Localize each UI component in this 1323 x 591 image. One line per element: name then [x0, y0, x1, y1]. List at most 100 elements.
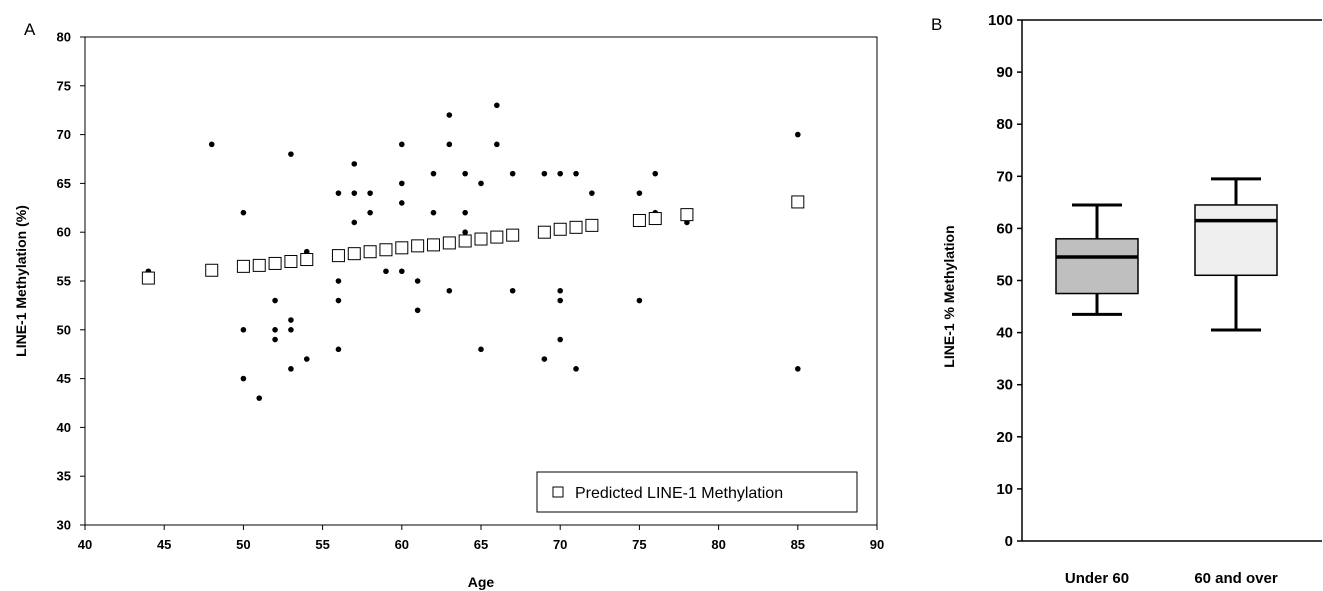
panel-a-observed-point [399, 180, 405, 187]
panel-a-x-tick-label: 45 [157, 537, 171, 552]
panel-a-observed-point [446, 287, 453, 294]
panel-a-predicted-point [379, 243, 393, 257]
panel-b-label: B [931, 15, 942, 34]
panel-b-y-tick-label: 40 [996, 325, 1013, 342]
panel-b-y-tick-label: 20 [996, 429, 1013, 446]
panel-a-observed-point [367, 190, 373, 196]
panel-a-observed-point [573, 170, 579, 177]
panel-a-observed-point [240, 327, 247, 333]
panel-a-predicted-point [426, 238, 440, 252]
panel-a-observed-point [288, 317, 294, 323]
panel-a-predicted-point [442, 236, 456, 250]
panel-a-predicted-point [490, 230, 504, 244]
panel-a-observed-point [541, 356, 548, 362]
panel-b-y-tick-label: 30 [996, 377, 1013, 394]
panel-a-predicted-point [252, 258, 266, 272]
panel-a-observed-point [399, 141, 405, 148]
panel-a-predicted-point [553, 222, 567, 236]
panel-a-plot-frame [84, 36, 878, 526]
panel-b-y-tick-label: 90 [996, 64, 1013, 81]
panel-a-observed-point [335, 297, 342, 304]
panel-a-y-tick-label: 35 [57, 469, 71, 484]
panel-a-predicted-point [680, 208, 694, 222]
panel-a-observed-point [272, 327, 278, 333]
panel-a-predicted-point [141, 271, 155, 285]
panel-a-observed-point [240, 209, 247, 216]
panel-a-y-tick-label: 30 [57, 518, 71, 533]
panel-a-observed-point [573, 366, 579, 372]
panel-a-x-tick-label: 50 [236, 537, 250, 552]
panel-b-y-tick-label: 0 [1005, 533, 1013, 550]
panel-a-observed-point [430, 209, 437, 216]
panel-b-y-tick-label: 80 [996, 116, 1013, 133]
panel-a-observed-point [399, 200, 405, 206]
panel-a-observed-point [367, 209, 373, 216]
panel-a-predicted-point [331, 249, 345, 263]
panel-a-observed-point [494, 141, 500, 148]
panel-a-observed-point [351, 219, 358, 226]
panel-a-observed-point [303, 356, 310, 362]
panel-a-y-tick-label: 55 [57, 274, 71, 289]
panel-a-observed-point [240, 375, 247, 382]
panel-a-observed-point [636, 297, 643, 304]
panel-a-observed-point [399, 268, 405, 275]
panel-a-predicted-point [363, 245, 377, 259]
panel-a-x-tick-label: 85 [791, 537, 805, 552]
panel-a-observed-point [288, 151, 294, 157]
panel-a-y-tick-label: 75 [57, 78, 71, 93]
panel-a-observed-point [430, 170, 437, 177]
panel-a-predicted-point [474, 232, 488, 246]
panel-a-y-tick-label: 65 [57, 176, 71, 191]
panel-a-legend-marker [552, 486, 564, 498]
panel-a-predicted-point [569, 220, 583, 234]
panel-a-observed-point [414, 278, 421, 284]
panel-a-observed-point [446, 112, 453, 118]
panel-b-box [1055, 238, 1139, 295]
panel-a-y-axis-label: LINE-1 Methylation (%) [13, 205, 29, 357]
panel-a-label: A [24, 20, 36, 39]
panel-a-y-tick-label: 50 [57, 322, 71, 337]
panel-a-x-tick-label: 75 [632, 537, 646, 552]
panel-a-observed-point [557, 287, 563, 294]
panel-b-y-tick-label: 60 [996, 220, 1013, 237]
panel-a-predicted-point [284, 254, 298, 268]
panel-a-observed-point [589, 190, 595, 196]
panel-a-predicted-point [537, 225, 551, 239]
panel-a-x-tick-label: 80 [711, 537, 725, 552]
panel-a-observed-point [446, 141, 453, 148]
panel-a-observed-point [335, 278, 342, 284]
panel-a-observed-point [494, 102, 500, 109]
panel-a-observed-point [383, 268, 389, 275]
panel-a-predicted-point [395, 241, 409, 255]
panel-a-observed-point [272, 297, 278, 304]
panel-a-observed-point [335, 346, 342, 353]
panel-a-observed-point [288, 366, 294, 372]
panel-a-observed-point [509, 170, 516, 177]
panel-a-x-tick-label: 65 [474, 537, 488, 552]
panel-b-y-tick-label: 10 [996, 481, 1013, 498]
panel-a-observed-point [272, 336, 278, 343]
panel-a-observed-point [462, 209, 468, 216]
panel-a-y-tick-label: 70 [57, 127, 71, 142]
panel-a-predicted-point [585, 218, 599, 232]
panel-a-y-tick-label: 60 [57, 225, 71, 240]
panel-a-predicted-point [347, 247, 361, 261]
panel-a-observed-point [557, 297, 563, 304]
panel-a-predicted-point [205, 263, 219, 277]
panel-a-predicted-point [648, 212, 662, 226]
panel-a-observed-point [541, 170, 548, 177]
panel-a-predicted-point [236, 259, 250, 273]
panel-a-observed-point [351, 190, 358, 196]
panel-a-y-tick-label: 80 [57, 30, 71, 45]
panel-a-observed-point [335, 190, 342, 196]
panel-b-y-tick-label: 50 [996, 273, 1013, 290]
panel-a-legend-box [536, 471, 858, 513]
panel-a-observed-point [478, 180, 484, 187]
panel-b-category-label: Under 60 [1065, 570, 1129, 587]
panel-a-observed-point [478, 346, 484, 353]
panel-a-predicted-point [632, 213, 646, 227]
panel-a-observed-point [509, 287, 516, 294]
panel-a-observed-point [557, 170, 563, 177]
